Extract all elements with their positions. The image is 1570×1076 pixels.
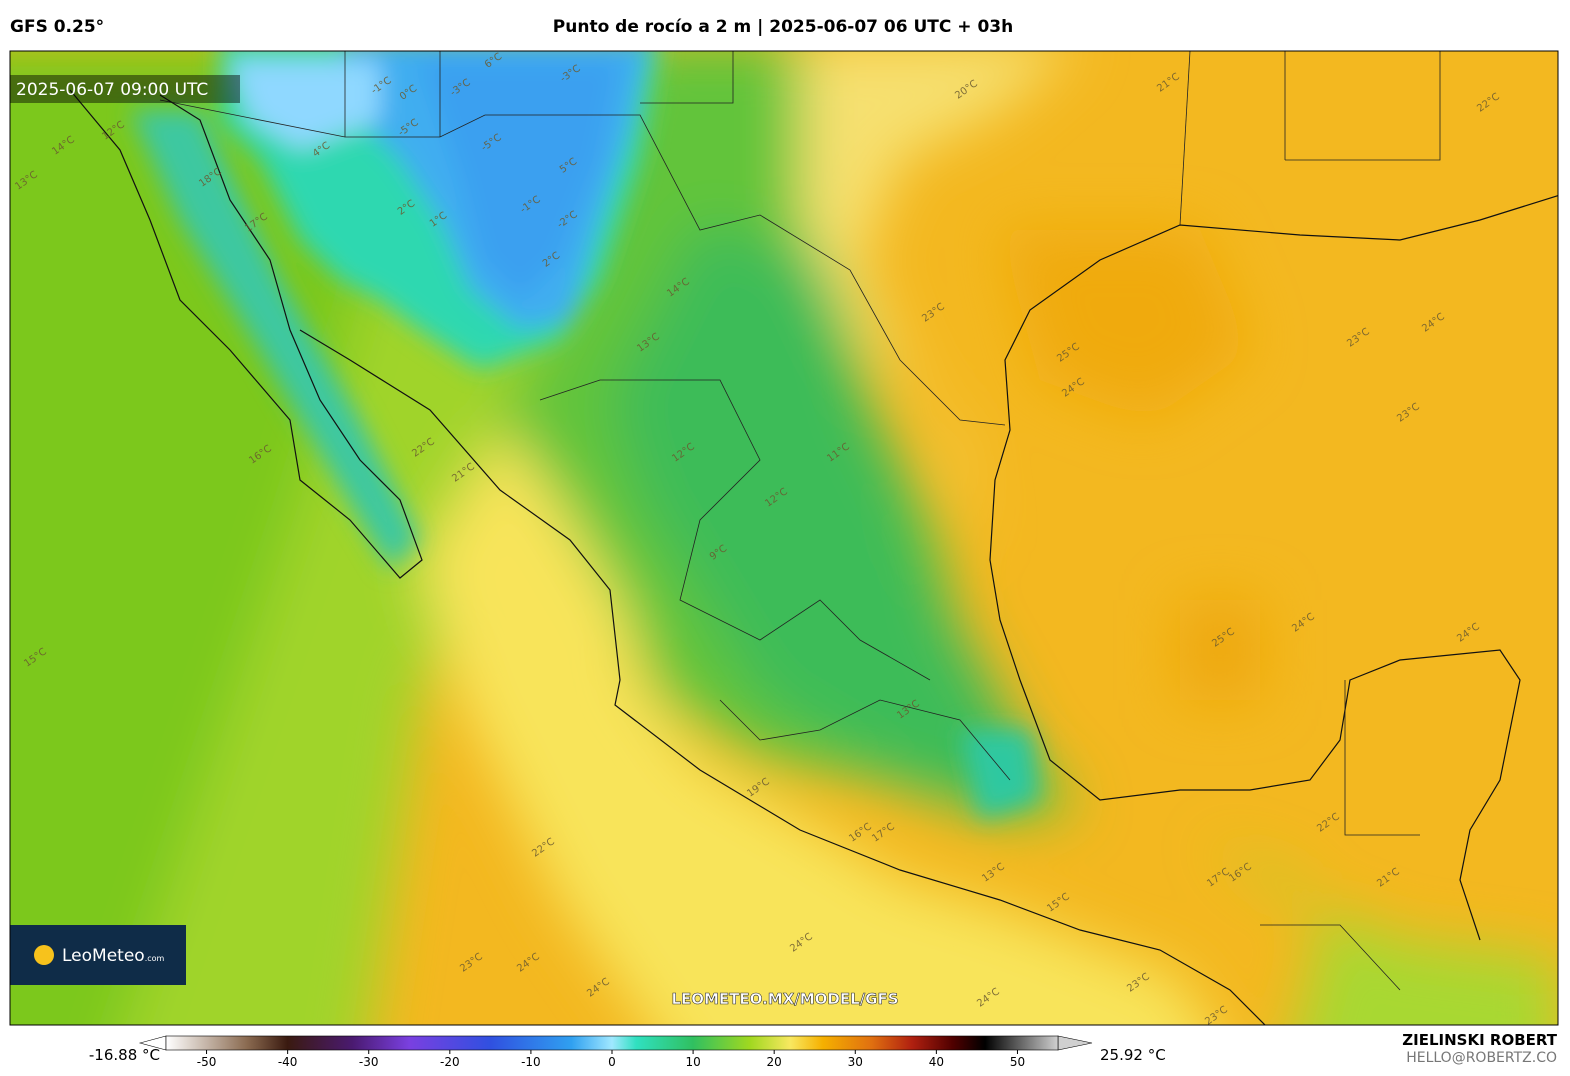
colorbar-tick-label: -50 <box>197 1055 217 1069</box>
colorbar-tick-label: 10 <box>685 1055 700 1069</box>
coastlines <box>69 89 1558 1025</box>
valid-time: 2025-06-07 09:00 UTC <box>16 80 208 100</box>
colorbar-tick-label: 20 <box>767 1055 782 1069</box>
colorbar-tick-label: -30 <box>359 1055 379 1069</box>
colorbar-extend-high <box>1057 1035 1093 1051</box>
logo-name: LeoMeteo <box>62 946 145 966</box>
colorbar-tick-label: 0 <box>608 1055 616 1069</box>
logo-suffix: .com <box>145 954 165 963</box>
colorbar-tick-label: 40 <box>929 1055 944 1069</box>
borders <box>159 51 1441 991</box>
colorbar-tick-label: -20 <box>440 1055 460 1069</box>
colorbar: -50 -40 -30 -20 -10 0 10 20 30 40 50 <box>138 1035 1093 1069</box>
colorbar-max: 25.92 °C <box>1100 1046 1166 1064</box>
map: 21°C22°C20°C23°C24°C25°C23°C24°C23°C25°C… <box>10 51 1558 1025</box>
colorbar-tick-label: -10 <box>521 1055 541 1069</box>
model-label: GFS 0.25° <box>10 17 104 37</box>
email: HELLO@ROBERTZ.CO <box>1406 1050 1557 1066</box>
colorbar-tick-label: 30 <box>848 1055 863 1069</box>
logo: LeoMeteo.com <box>62 946 165 966</box>
colorbar-bar <box>165 1035 1059 1051</box>
colorbar-tick-label: -40 <box>278 1055 298 1069</box>
colorbar-min: -16.88 °C <box>89 1046 160 1064</box>
source-url: LEOMETEO.MX/MODEL/GFS <box>671 990 898 1008</box>
colorbar-tick-label: 50 <box>1010 1055 1025 1069</box>
map-title: Punto de rocío a 2 m | 2025-06-07 06 UTC… <box>553 17 1013 37</box>
author: ZIELINSKI ROBERT <box>1402 1031 1557 1049</box>
